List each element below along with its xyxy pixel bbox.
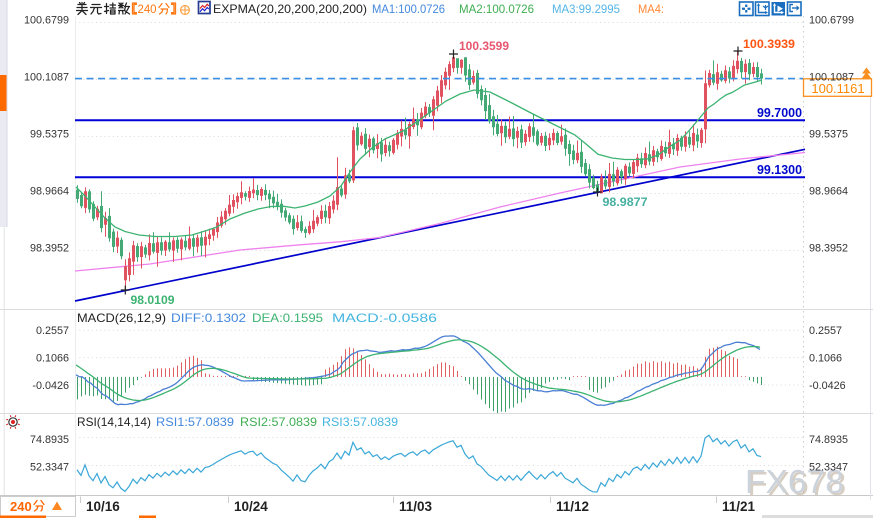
svg-text:100.1087: 100.1087 — [809, 71, 854, 83]
svg-text:74.8935: 74.8935 — [30, 434, 69, 446]
svg-text:DEA:0.1595: DEA:0.1595 — [252, 311, 323, 325]
svg-text:MA4:: MA4: — [638, 2, 664, 16]
svg-text:99.1300: 99.1300 — [757, 163, 802, 177]
svg-text:100.6799: 100.6799 — [809, 14, 854, 26]
svg-text:10/16: 10/16 — [86, 499, 120, 514]
svg-text:-0.0426: -0.0426 — [32, 380, 69, 392]
svg-text:100.1087: 100.1087 — [24, 71, 69, 83]
svg-text:99.5375: 99.5375 — [30, 128, 69, 140]
svg-text:RSI1:57.0839: RSI1:57.0839 — [156, 415, 234, 429]
svg-text:0.2557: 0.2557 — [36, 325, 69, 337]
svg-text:0.2557: 0.2557 — [809, 325, 842, 337]
svg-text:RSI(14,14,14): RSI(14,14,14) — [77, 415, 151, 429]
svg-text:100.3599: 100.3599 — [459, 39, 509, 53]
svg-text:98.0109: 98.0109 — [131, 293, 175, 307]
svg-text:-0.0426: -0.0426 — [809, 380, 846, 392]
svg-text:52.3347: 52.3347 — [30, 462, 69, 474]
svg-text:240: 240 — [138, 2, 157, 16]
svg-text:MA1:100.0726: MA1:100.0726 — [372, 2, 445, 16]
svg-text:0.1066: 0.1066 — [809, 352, 842, 364]
svg-text:98.3952: 98.3952 — [30, 242, 69, 254]
svg-text:100.3939: 100.3939 — [743, 37, 795, 51]
svg-text:10/24: 10/24 — [234, 499, 268, 514]
svg-text:98.3952: 98.3952 — [809, 242, 848, 254]
svg-text:RSI3:57.0839: RSI3:57.0839 — [322, 415, 398, 429]
svg-text:98.9877: 98.9877 — [603, 195, 648, 209]
svg-text:240: 240 — [10, 499, 32, 514]
svg-text:100.1161: 100.1161 — [811, 81, 864, 96]
svg-text:FX678: FX678 — [747, 465, 846, 502]
svg-text:DIFF:0.1302: DIFF:0.1302 — [171, 311, 246, 325]
svg-text:MA2:100.0726: MA2:100.0726 — [459, 2, 534, 16]
svg-text:FX678: FX678 — [745, 463, 844, 500]
svg-text:99.5375: 99.5375 — [809, 128, 848, 140]
svg-text:MACD:-0.0586: MACD:-0.0586 — [332, 311, 437, 325]
svg-text:52.3347: 52.3347 — [809, 462, 848, 474]
svg-text:99.7000: 99.7000 — [757, 106, 802, 120]
svg-text:11/21: 11/21 — [722, 499, 756, 514]
svg-text:11/03: 11/03 — [399, 499, 433, 514]
svg-text:EXPMA(20,20,200,200,200): EXPMA(20,20,200,200,200) — [213, 2, 367, 16]
svg-text:74.8935: 74.8935 — [809, 434, 848, 446]
svg-text:MA3:99.2995: MA3:99.2995 — [552, 2, 620, 16]
svg-text:RSI2:57.0839: RSI2:57.0839 — [240, 415, 317, 429]
svg-text:98.9664: 98.9664 — [30, 185, 69, 197]
svg-text:0.1066: 0.1066 — [36, 352, 69, 364]
svg-text:11/12: 11/12 — [556, 499, 589, 514]
svg-text:98.9664: 98.9664 — [809, 185, 848, 197]
svg-text:100.6799: 100.6799 — [24, 14, 69, 26]
svg-text:MACD(26,12,9): MACD(26,12,9) — [77, 311, 166, 325]
